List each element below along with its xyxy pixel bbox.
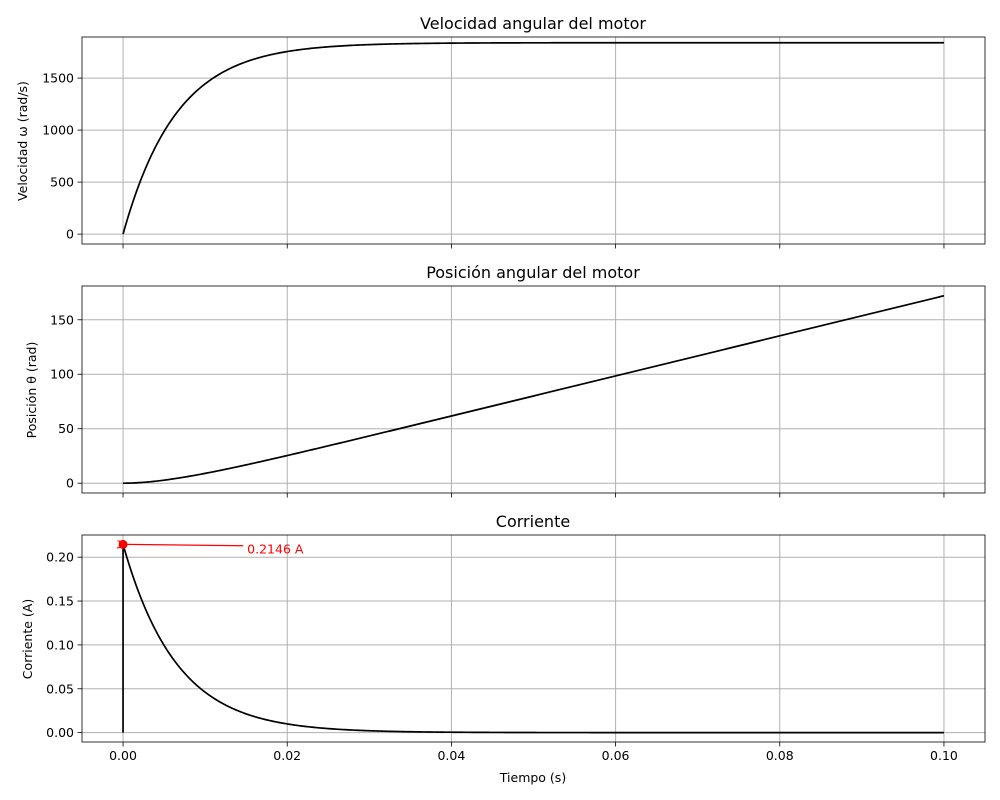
current-x-tick-label: 0.00 [109, 748, 137, 763]
current-y-tick-label: 0.00 [46, 725, 74, 740]
current-x-tick-label: 0.10 [930, 748, 958, 763]
position-y-tick-label: 0 [66, 476, 74, 491]
peak-current-marker [118, 539, 128, 549]
velocity-y-axis-label: Velocidad ω (rad/s) [15, 81, 30, 201]
current-y-tick-label: 0.10 [46, 637, 74, 652]
position-chart-title: Posición angular del motor [426, 263, 640, 282]
peak-current-annotation: 0.2146 A [247, 542, 304, 557]
position-series-line [123, 294, 945, 485]
position-plot-frame [81, 285, 986, 494]
velocity-y-tick-label: 0 [66, 227, 74, 242]
current-series-line [122, 543, 944, 734]
velocity-y-tick-label: 1000 [42, 123, 74, 138]
peak-annotation-arrow [126, 544, 244, 545]
position-y-tick-label: 150 [50, 312, 74, 327]
position-y-tick-label: 50 [58, 421, 74, 436]
current-y-tick-label: 0.05 [46, 681, 74, 696]
position-panel: 0 50 100 150 Posición angular del motor Pos… [24, 263, 986, 498]
current-plot-frame [81, 534, 986, 743]
current-x-tick-label: 0.06 [602, 748, 630, 763]
current-chart-title: Corriente [496, 512, 570, 531]
velocity-plot-frame [81, 36, 986, 245]
velocity-panel: 0 500 1000 1500 Velocidad angular del motor… [15, 14, 986, 249]
current-y-axis-label: Corriente (A) [20, 599, 35, 679]
current-x-tick-label: 0.08 [766, 748, 794, 763]
current-x-tick-label: 0.02 [273, 748, 301, 763]
current-panel: 0.00 0.05 0.10 0.15 0.20 0.00 0.02 0.04 0.06 0.0… [20, 512, 986, 785]
current-y-tick-label: 0.15 [46, 594, 74, 609]
velocity-series-line [122, 41, 944, 235]
velocity-chart-title: Velocidad angular del motor [420, 14, 646, 33]
current-x-tick-label: 0.04 [437, 748, 465, 763]
current-x-axis-label: Tiempo (s) [499, 770, 566, 785]
current-y-tick-label: 0.20 [46, 550, 74, 565]
position-y-tick-label: 100 [50, 367, 74, 382]
velocity-y-tick-label: 500 [50, 175, 74, 190]
position-y-axis-label: Posición θ (rad) [24, 342, 39, 439]
velocity-y-tick-label: 1500 [42, 71, 74, 86]
